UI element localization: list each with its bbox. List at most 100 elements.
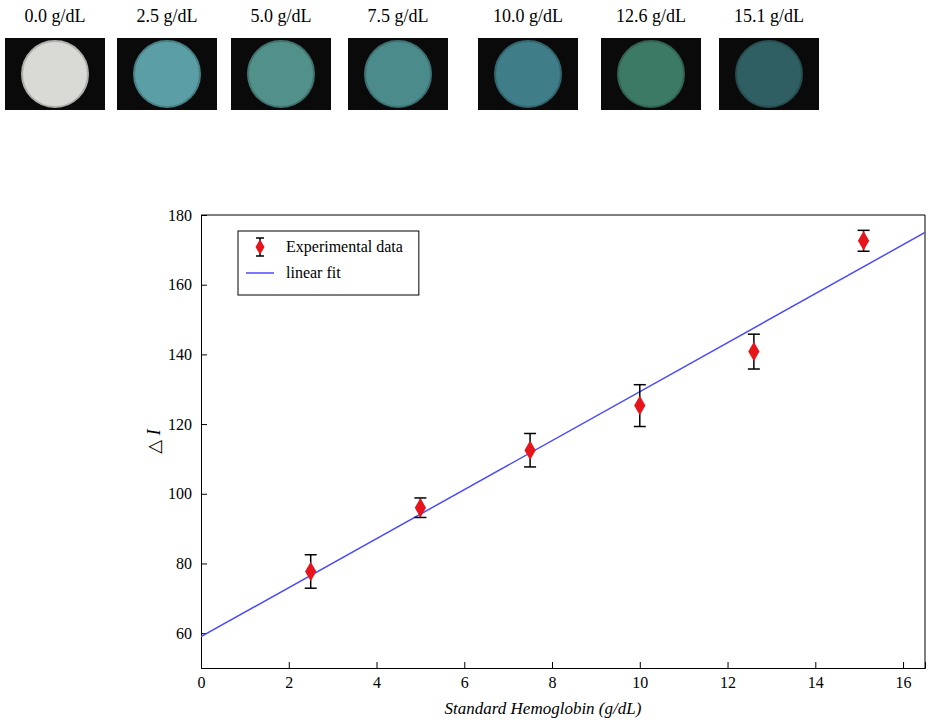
sample-label: 7.5 g/dL [368,6,429,26]
tick-mark [201,354,207,355]
y-axis: 60 80 100 120 140 160 180 [168,207,207,669]
error-cap [524,433,536,435]
legend-swatch [246,272,274,274]
sample-spot [618,41,684,107]
data-point [305,562,316,582]
tick-label: 14 [808,674,824,691]
tick-label: 4 [373,674,381,691]
tick: 120 [168,416,207,433]
legend: Experimental data linear fit [238,231,419,295]
tick: 10 [632,662,648,691]
tick-mark [289,662,290,668]
data-point [634,396,645,416]
tick-mark [201,285,207,286]
tick-label: 10 [632,674,648,691]
tick-label: 2 [285,674,293,691]
legend-swatch [256,255,264,257]
chart: 0 2 4 6 8 10 12 14 16 60 80 100 120 140 160 180 Standard… [144,207,926,718]
frame [201,215,925,216]
figure: 0.0 g/dL2.5 g/dL5.0 g/dL7.5 g/dL10.0 g/d… [0,0,944,726]
tick: 6 [461,662,469,691]
tick: 160 [168,276,207,293]
data-point [748,342,759,362]
plot-marks [201,230,925,636]
legend-label: linear fit [286,264,341,281]
sample-spot [134,41,200,107]
error-cap [305,587,317,589]
tick: 8 [549,662,557,691]
tick-mark [640,662,641,668]
tick-label: 16 [896,674,912,691]
sample-label: 0.0 g/dL [25,6,86,26]
frame [925,215,926,668]
x-axis-title: Standard Hemoglobin (g/dL) [445,699,642,718]
tick-label: 180 [168,207,192,224]
tick: 2 [285,662,293,691]
tick-mark [815,662,816,668]
tick-label: 12 [720,674,736,691]
tick: 100 [168,485,207,502]
tick-mark [552,662,553,668]
tick-label: 120 [168,416,192,433]
sample-label: 15.1 g/dL [734,6,804,26]
sample-photo [5,38,105,110]
data-point [415,498,426,518]
sample-row: 0.0 g/dL2.5 g/dL5.0 g/dL7.5 g/dL10.0 g/d… [5,6,819,110]
tick-mark [377,662,378,668]
sample-photo [231,38,331,110]
sample-label: 10.0 g/dL [493,6,563,26]
tick-label: 60 [176,625,192,642]
tick-mark [201,494,207,495]
error-cap [634,426,646,428]
tick: 14 [808,662,824,691]
error-cap [524,466,536,468]
y-axis-title: △ I [144,428,164,453]
tick: 16 [896,662,912,691]
error-cap [858,230,870,232]
legend-swatch [256,237,264,239]
tick-mark [464,662,465,668]
x-axis: 0 2 4 6 8 10 12 14 16 [198,662,926,691]
error-cap [858,250,870,252]
sample-spot [736,41,802,107]
tick: 12 [720,662,736,691]
sample-photo [117,38,217,110]
sample-photo [601,38,701,110]
data-point [858,231,869,251]
x-axis-line [202,662,926,669]
tick-mark [903,662,904,668]
sample-photo [348,38,448,110]
tick-label: 6 [461,674,469,691]
data-point [524,440,535,460]
sample-spot [22,41,88,107]
tick-label: 8 [549,674,557,691]
tick-mark [728,662,729,668]
legend-label: Experimental data [286,238,403,256]
sample-spot [495,41,561,107]
sample-spot [248,41,314,107]
tick-mark [201,563,207,564]
sample-label: 12.6 g/dL [616,6,686,26]
tick-label: 140 [168,346,192,363]
error-cap [634,384,646,386]
legend-box [238,231,419,295]
sample-photo [478,38,578,110]
tick: 80 [176,555,207,572]
legend-swatch [256,239,265,255]
tick-label: 80 [176,555,192,572]
tick-label: 100 [168,485,192,502]
tick-mark [201,424,207,425]
sample-photo [719,38,819,110]
tick: 4 [373,662,381,691]
tick: 180 [168,207,207,224]
sample-spot [365,41,431,107]
error-cap [748,333,760,335]
error-cap [748,368,760,370]
tick-mark [201,215,207,216]
y-axis-line [202,216,208,669]
sample-label: 2.5 g/dL [137,6,198,26]
tick: 140 [168,346,207,363]
tick-label: 160 [168,276,192,293]
error-cap [305,554,317,556]
tick-label: 0 [198,674,206,691]
